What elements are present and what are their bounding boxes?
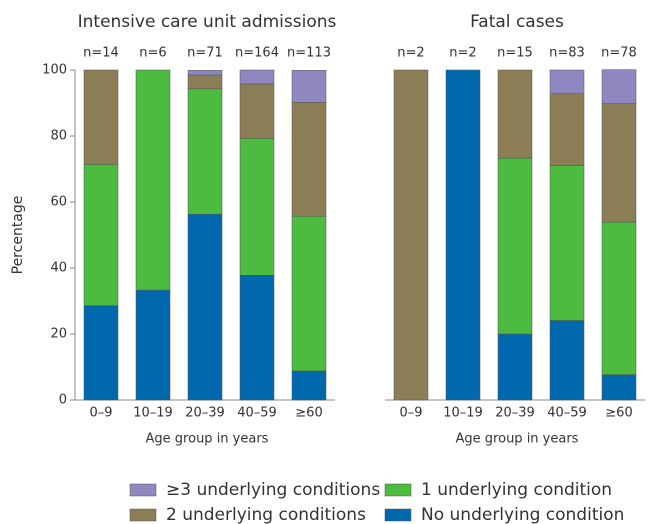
bar-segment: [497, 69, 533, 159]
x-tick-label: 0–9: [399, 406, 422, 421]
y-tick-label: 60: [50, 195, 67, 210]
sample-size: n=15: [497, 46, 533, 61]
bar-segment: [239, 69, 275, 85]
bar-segment: [83, 69, 119, 165]
bar-segment: [549, 320, 585, 401]
y-tick-label: 80: [50, 129, 67, 144]
x-tick-label: 10–19: [443, 406, 483, 421]
bar-segment: [549, 165, 585, 321]
legend-label: No underlying condition: [421, 505, 624, 524]
bar-segment: [291, 102, 327, 217]
sample-size: n=83: [549, 46, 585, 61]
chart-title: Intensive care unit admissions: [78, 12, 337, 32]
sample-size: n=2: [397, 46, 424, 61]
x-tick-label: 10–19: [133, 406, 173, 421]
bar-segment: [239, 275, 275, 401]
legend-swatch: [384, 483, 412, 497]
legend-swatch: [129, 508, 157, 522]
bar-segment: [239, 138, 275, 276]
sample-size: n=113: [287, 46, 331, 61]
sample-size: n=164: [235, 46, 279, 61]
bar-segment: [135, 69, 171, 291]
bar-segment: [445, 69, 481, 401]
legend-label: 1 underlying condition: [421, 480, 612, 500]
x-tick-label: 20–39: [185, 406, 225, 421]
bar-segment: [291, 215, 327, 372]
y-tick-label: 100: [42, 63, 67, 78]
bar-segment: [187, 70, 223, 76]
y-axis-label: Percentage: [10, 196, 26, 275]
bar-segment: [187, 74, 223, 90]
sample-size: n=6: [139, 46, 166, 61]
x-tick-label: 20–39: [495, 406, 535, 421]
bar-segment: [601, 221, 637, 375]
sample-size: n=71: [187, 46, 223, 61]
bar-segment: [291, 370, 327, 401]
bar-segment: [83, 305, 119, 401]
x-tick-label: 40–59: [237, 406, 277, 421]
bar-segment: [187, 88, 223, 215]
bar-segment: [601, 103, 637, 223]
chart-title: Fatal cases: [470, 12, 564, 32]
bar-segment: [187, 213, 223, 401]
y-tick-label: 20: [50, 327, 67, 342]
bar-segment: [549, 93, 585, 166]
sample-size: n=78: [601, 46, 637, 61]
x-axis-label: Age group in years: [146, 432, 269, 447]
x-tick-label: ≥60: [605, 406, 632, 421]
bar-segment: [601, 374, 637, 401]
bar-segment: [83, 164, 119, 306]
legend-label: ≥3 underlying conditions: [166, 480, 380, 500]
bar-segment: [239, 83, 275, 139]
bar-segment: [393, 69, 429, 401]
x-tick-label: 40–59: [547, 406, 587, 421]
bar-segment: [291, 70, 327, 103]
x-tick-label: ≥60: [295, 406, 322, 421]
legend-swatch: [384, 508, 412, 522]
legend-swatch: [129, 483, 157, 497]
bar-segment: [497, 157, 533, 335]
bar-segment: [601, 69, 637, 104]
legend-label: 2 underlying conditions: [166, 505, 366, 524]
y-tick-label: 0: [59, 393, 67, 408]
x-tick-label: 0–9: [89, 406, 112, 421]
bar-segment: [549, 69, 585, 95]
sample-size: n=14: [83, 46, 119, 61]
sample-size: n=2: [449, 46, 476, 61]
x-axis-label: Age group in years: [456, 432, 579, 447]
y-tick-label: 40: [50, 261, 67, 276]
bar-segment: [497, 333, 533, 401]
bar-segment: [135, 289, 171, 401]
